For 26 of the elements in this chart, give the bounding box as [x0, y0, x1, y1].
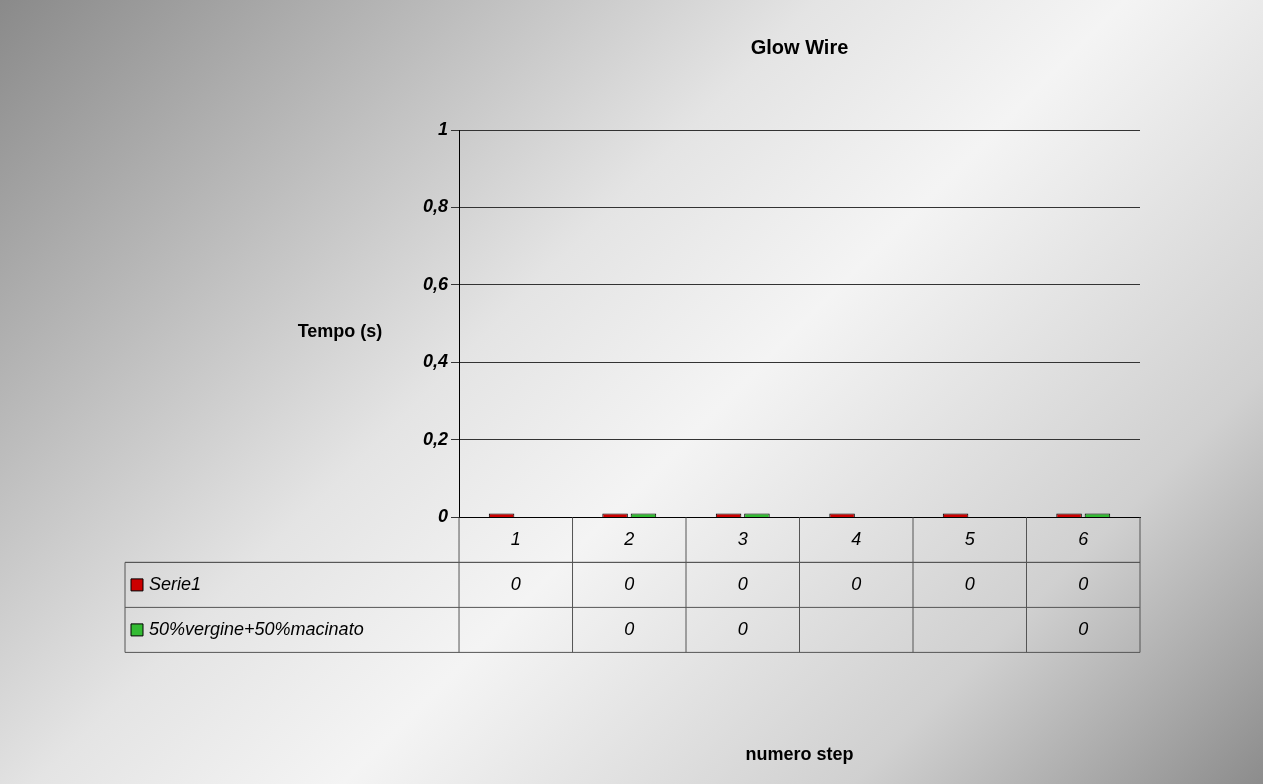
- x-tick-label: 1: [510, 529, 521, 550]
- data-label: 0: [737, 618, 748, 639]
- y-tick-label: 0: [438, 506, 449, 527]
- legend-label: Serie1: [149, 573, 202, 594]
- x-tick-label: 5: [964, 529, 976, 550]
- x-tick-label: 2: [623, 529, 635, 550]
- y-tick-label: 1: [438, 118, 449, 139]
- y-tick-label: 0,4: [422, 351, 449, 372]
- data-label: 0: [1078, 573, 1089, 594]
- y-tick-label: 0,6: [422, 273, 449, 294]
- x-tick-label: 3: [737, 529, 748, 550]
- y-tick-label: 0,8: [422, 196, 449, 217]
- y-axis-title: Tempo (s): [297, 320, 383, 341]
- chart-title: Glow Wire: [750, 35, 849, 58]
- text: numero step: [745, 743, 854, 764]
- x-tick-label: 6: [1078, 529, 1090, 550]
- legend-label: 50%vergine+50%macinato: [149, 618, 364, 639]
- data-label: 0: [510, 573, 521, 594]
- data-label: 0: [851, 573, 862, 594]
- y-tick-label: 0,2: [422, 428, 449, 449]
- data-label: 0: [1078, 618, 1089, 639]
- data-label: 0: [964, 573, 975, 594]
- data-label: 0: [624, 618, 635, 639]
- data-label: 0: [737, 573, 748, 594]
- data-label: 0: [624, 573, 635, 594]
- x-tick-label: 4: [851, 529, 862, 550]
